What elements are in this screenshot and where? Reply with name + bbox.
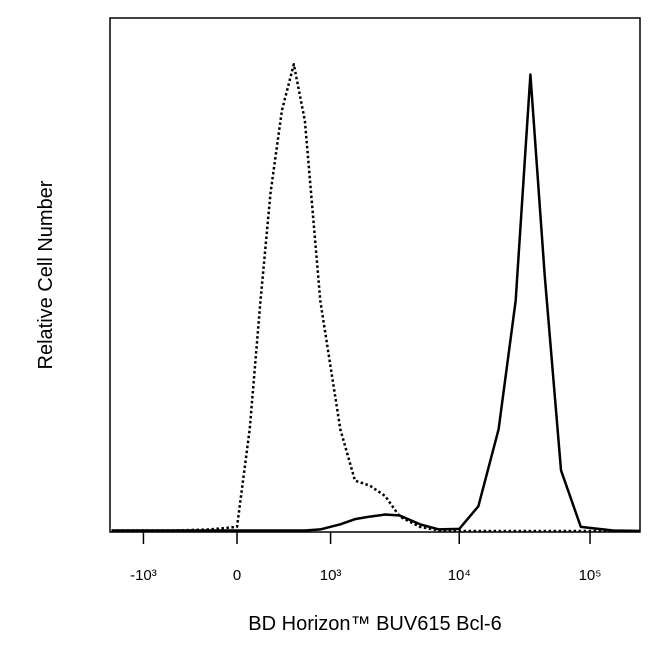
x-axis-label: BD Horizon™ BUV615 Bcl-6 bbox=[248, 613, 501, 635]
x-tick-label: 0 bbox=[233, 567, 241, 584]
x-tick-label: 10³ bbox=[320, 567, 342, 584]
plot-frame bbox=[109, 17, 641, 533]
histogram-line bbox=[111, 63, 640, 533]
x-tick-label: -10³ bbox=[130, 567, 157, 584]
x-tick-label: 10⁴ bbox=[448, 567, 471, 584]
histogram-line bbox=[111, 73, 640, 533]
y-axis-label: Relative Cell Number bbox=[35, 180, 57, 369]
x-tick-label: 10⁵ bbox=[579, 567, 602, 584]
